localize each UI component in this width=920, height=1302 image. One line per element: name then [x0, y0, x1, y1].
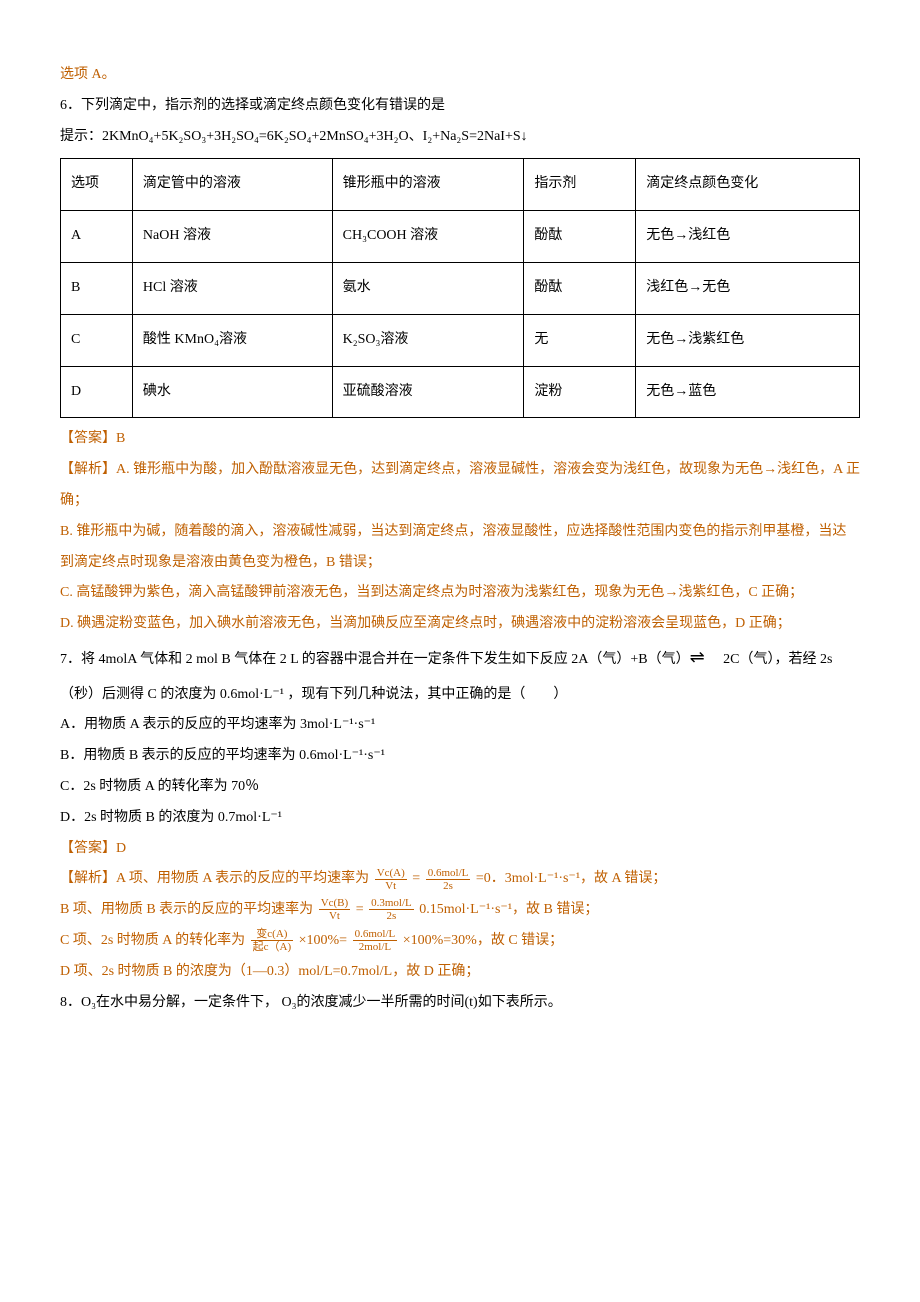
q7-explain-D: D 项、2s 时物质 B 的浓度为（1—0.3）mol/L=0.7mol/L，故… — [60, 957, 860, 988]
q6-explain-D: D. 碘遇淀粉变蓝色，加入碘水前溶液无色，当滴加碘反应至滴定终点时，碘遇溶液中的… — [60, 609, 860, 640]
q7-opt-B: B．用物质 B 表示的反应的平均速率为 0.6mol·L⁻¹·s⁻¹ — [60, 741, 860, 772]
table-row: D 碘水 亚硫酸溶液 淀粉 无色→蓝色 — [61, 366, 860, 418]
equilibrium-arrow-icon — [690, 640, 720, 680]
text: ×100%= — [299, 933, 347, 948]
denominator: Vt — [319, 910, 351, 922]
q7-opt-C: C．2s 时物质 A 的转化率为 70％ — [60, 772, 860, 803]
text: A. 锥形瓶中为酸，加入酚酞溶液显无色，达到滴定终点，溶液显碱性，溶液会变为浅红… — [60, 462, 860, 508]
cell: C — [61, 314, 133, 366]
cell: K₂SO₃溶液 — [332, 314, 524, 366]
q7-explain-A: 【解析】A 项、用物质 A 表示的反应的平均速率为 Vc(A)Vt = 0.6m… — [60, 864, 860, 895]
numerator: Vc(A) — [375, 867, 407, 880]
q6-stem: 6．下列滴定中，指示剂的选择或滴定终点颜色变化有错误的是 — [60, 91, 860, 122]
fraction: 0.3mol/L2s — [369, 897, 414, 922]
th-col0: 选项 — [61, 159, 133, 211]
fraction: 0.6mol/L2mol/L — [353, 928, 398, 953]
numerator: 0.6mol/L — [353, 928, 398, 941]
cell: 酚酞 — [524, 211, 636, 263]
cell: HCl 溶液 — [132, 262, 332, 314]
q7-explain-C: C 项、2s 时物质 A 的转化率为 变c(A)起c（A) ×100%= 0.6… — [60, 926, 860, 957]
q6-explain-B: B. 锥形瓶中为碱，随着酸的滴入，溶液碱性减弱，当达到滴定终点，溶液显酸性，应选… — [60, 517, 860, 579]
q7-stem-1: 7．将 4molA 气体和 2 mol B 气体在 2 L 的容器中混合并在一定… — [60, 652, 690, 667]
th-col1: 滴定管中的溶液 — [132, 159, 332, 211]
text: A 项、用物质 A 表示的反应的平均速率为 — [116, 871, 369, 886]
cell: 碘水 — [132, 366, 332, 418]
denominator: 2s — [426, 880, 471, 892]
q6-table: 选项 滴定管中的溶液 锥形瓶中的溶液 指示剂 滴定终点颜色变化 A NaOH 溶… — [60, 158, 860, 418]
q6-explain-A: 【解析】A. 锥形瓶中为酸，加入酚酞溶液显无色，达到滴定终点，溶液显碱性，溶液会… — [60, 455, 860, 517]
q7-explain-B: B 项、用物质 B 表示的反应的平均速率为 Vc(B)Vt = 0.3mol/L… — [60, 895, 860, 926]
denominator: 2mol/L — [353, 941, 398, 953]
explain-title: 【解析】 — [60, 462, 116, 477]
eq: = — [412, 871, 420, 886]
q7-answer: 【答案】D — [60, 834, 860, 865]
fraction: 变c(A)起c（A) — [251, 928, 294, 953]
numerator: Vc(B) — [319, 897, 351, 910]
text: 0.15mol·L⁻¹·s⁻¹，故 B 错误； — [419, 902, 598, 917]
cell: NaOH 溶液 — [132, 211, 332, 263]
numerator: 0.3mol/L — [369, 897, 414, 910]
text: ×100%=30%，故 C 错误； — [403, 933, 563, 948]
q6-explain-C: C. 高锰酸钾为紫色，滴入高锰酸钾前溶液无色，当到达滴定终点为时溶液为浅紫红色，… — [60, 578, 860, 609]
cell: 浅红色→无色 — [636, 262, 860, 314]
table-row: C 酸性 KMnO₄溶液 K₂SO₃溶液 无 无色→浅紫红色 — [61, 314, 860, 366]
cell: D — [61, 366, 133, 418]
q7-opt-A: A．用物质 A 表示的反应的平均速率为 3mol·L⁻¹·s⁻¹ — [60, 710, 860, 741]
denominator: 起c（A) — [251, 941, 294, 953]
text: C 项、2s 时物质 A 的转化率为 — [60, 933, 249, 948]
th-col4: 滴定终点颜色变化 — [636, 159, 860, 211]
cell: 亚硫酸溶液 — [332, 366, 524, 418]
th-col3: 指示剂 — [524, 159, 636, 211]
cell: 无 — [524, 314, 636, 366]
top-fragment: 选项 A。 — [60, 60, 860, 91]
denominator: Vt — [375, 880, 407, 892]
fraction: Vc(A)Vt — [375, 867, 407, 892]
th-col2: 锥形瓶中的溶液 — [332, 159, 524, 211]
cell: 酚酞 — [524, 262, 636, 314]
text: B 项、用物质 B 表示的反应的平均速率为 — [60, 902, 313, 917]
q6-answer: 【答案】B — [60, 424, 860, 455]
cell: 氨水 — [332, 262, 524, 314]
eq: = — [356, 902, 364, 917]
table-row: A NaOH 溶液 CH₃COOH 溶液 酚酞 无色→浅红色 — [61, 211, 860, 263]
numerator: 0.6mol/L — [426, 867, 471, 880]
q6-hint: 提示：2KMnO₄+5K₂SO₃+3H₂SO₄=6K₂SO₄+2MnSO₄+3H… — [60, 122, 860, 153]
cell: 无色→浅紫红色 — [636, 314, 860, 366]
q8-stem: 8．O₃在水中易分解，一定条件下， O₃的浓度减少一半所需的时间(t)如下表所示… — [60, 988, 860, 1019]
cell: 淀粉 — [524, 366, 636, 418]
table-row: B HCl 溶液 氨水 酚酞 浅红色→无色 — [61, 262, 860, 314]
fraction: Vc(B)Vt — [319, 897, 351, 922]
cell: 无色→蓝色 — [636, 366, 860, 418]
cell: B — [61, 262, 133, 314]
q7-stem: 7．将 4molA 气体和 2 mol B 气体在 2 L 的容器中混合并在一定… — [60, 640, 860, 710]
denominator: 2s — [369, 910, 414, 922]
fraction: 0.6mol/L2s — [426, 867, 471, 892]
cell: A — [61, 211, 133, 263]
cell: 酸性 KMnO₄溶液 — [132, 314, 332, 366]
text: =0．3mol·L⁻¹·s⁻¹，故 A 错误； — [476, 871, 667, 886]
q7-opt-D: D．2s 时物质 B 的浓度为 0.7mol·L⁻¹ — [60, 803, 860, 834]
table-row: 选项 滴定管中的溶液 锥形瓶中的溶液 指示剂 滴定终点颜色变化 — [61, 159, 860, 211]
explain-title: 【解析】 — [60, 871, 116, 886]
numerator: 变c(A) — [251, 928, 294, 941]
cell: 无色→浅红色 — [636, 211, 860, 263]
cell: CH₃COOH 溶液 — [332, 211, 524, 263]
